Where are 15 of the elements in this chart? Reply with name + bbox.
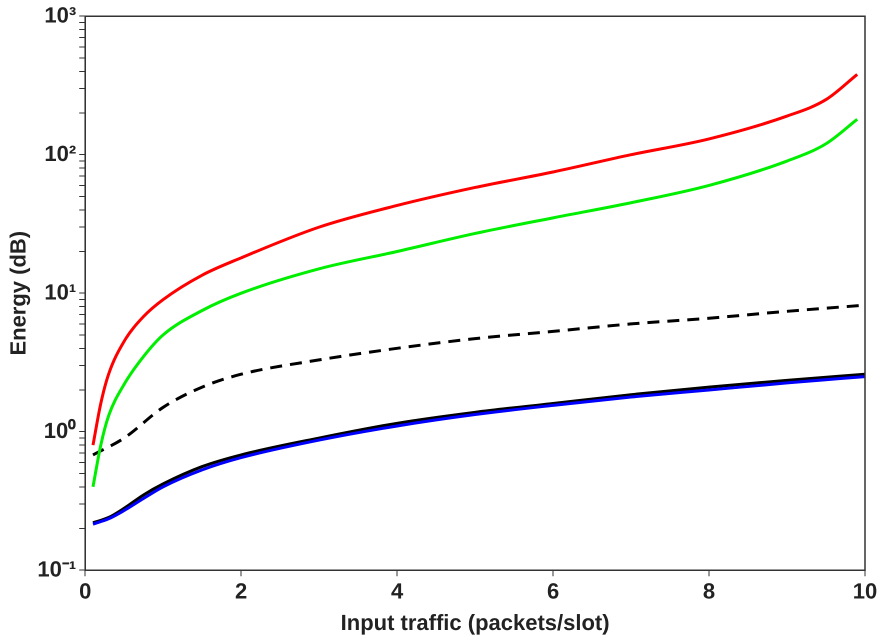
x-tick-label: 0 [79, 578, 92, 604]
line-series [91, 118, 859, 488]
y-tick-label: 10⁰ [44, 418, 76, 443]
y-axis-title: Energy (dB) [5, 230, 30, 356]
x-tick-label: 4 [390, 578, 404, 604]
x-axis-title: Input traffic (packets/slot) [340, 610, 610, 635]
x-tick-label: 6 [546, 578, 560, 604]
y-tick-label: 10³ [44, 2, 76, 28]
x-tick-label: 8 [702, 578, 716, 604]
x-tick-label: 2 [235, 578, 248, 604]
line-series [91, 72, 859, 447]
y-tick-label: 10² [44, 140, 76, 166]
x-tick-label: 10 [852, 578, 878, 604]
y-tick-label: 10¹ [44, 279, 76, 304]
y-tick-label: 10⁻¹ [37, 556, 76, 582]
